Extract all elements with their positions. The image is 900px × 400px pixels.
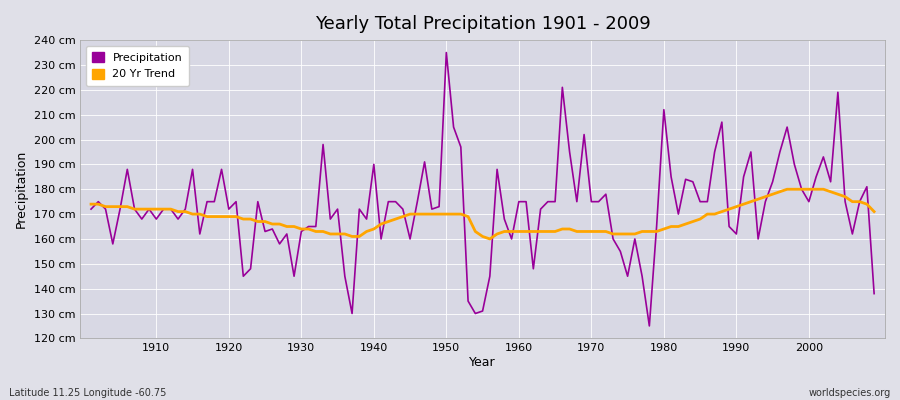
Title: Yearly Total Precipitation 1901 - 2009: Yearly Total Precipitation 1901 - 2009 <box>315 15 651 33</box>
Text: Latitude 11.25 Longitude -60.75: Latitude 11.25 Longitude -60.75 <box>9 388 166 398</box>
Y-axis label: Precipitation: Precipitation <box>15 150 28 228</box>
X-axis label: Year: Year <box>469 356 496 369</box>
Text: worldspecies.org: worldspecies.org <box>809 388 891 398</box>
Legend: Precipitation, 20 Yr Trend: Precipitation, 20 Yr Trend <box>86 46 189 86</box>
